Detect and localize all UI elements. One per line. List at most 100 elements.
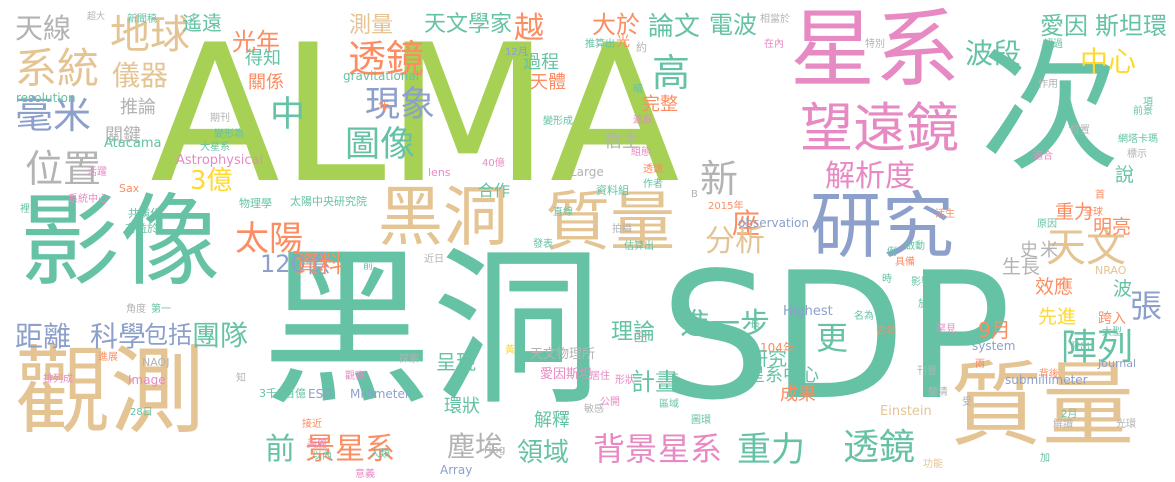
word-cloud-word: ESO — [308, 387, 333, 401]
word-cloud-word: 宿主 — [604, 131, 640, 152]
word-cloud-word: 毫米 — [15, 93, 92, 137]
word-cloud-word: 12月 — [505, 47, 528, 58]
word-cloud-word: 地球 — [110, 12, 190, 58]
word-cloud-word: 2月 — [1061, 409, 1078, 420]
word-cloud-word: 波段 — [965, 37, 1022, 70]
word-cloud-word: 釐清 — [928, 387, 948, 398]
word-cloud-word: 相當於 — [760, 14, 790, 25]
word-cloud-word: 40億 — [482, 158, 505, 169]
word-cloud-word: 變形為 — [214, 129, 244, 140]
word-cloud-word: 研究 — [810, 184, 955, 268]
word-cloud-word: 探索 — [399, 354, 419, 365]
word-cloud-word: submillimeter — [1005, 373, 1088, 387]
word-cloud-word: NRAO — [1095, 264, 1127, 277]
word-cloud-word: 系統中心 — [68, 194, 108, 205]
word-cloud-word: 拍攝 — [612, 224, 632, 235]
word-cloud-word: 排列成 — [43, 374, 73, 385]
word-cloud-word: 近日 — [424, 254, 444, 265]
word-cloud-word: 太陽 — [235, 219, 303, 259]
word-cloud-word: B — [691, 189, 698, 200]
word-cloud-word: 功能 — [923, 459, 943, 470]
word-cloud-word: 隨 — [1060, 109, 1070, 120]
word-cloud-word: 中 — [270, 95, 306, 135]
word-cloud-word: 系統 — [15, 44, 100, 93]
word-cloud-word: resolution — [16, 91, 76, 105]
word-cloud-word: Highest — [783, 304, 833, 319]
word-cloud-word: Atacama — [104, 136, 162, 151]
word-cloud-word: system — [972, 339, 1016, 353]
word-cloud-word: 作者 — [643, 179, 663, 190]
word-cloud-word: 圖像 — [345, 125, 416, 165]
word-cloud-word: 加 — [1040, 453, 1050, 464]
word-cloud-word: 敏感 — [584, 404, 604, 415]
word-cloud-word: SDP — [660, 236, 1012, 439]
word-cloud-word: 天文物理所 — [530, 347, 596, 362]
word-cloud-word: 角度 — [126, 304, 146, 315]
word-cloud-word: 進展 — [98, 352, 118, 363]
word-cloud-word: 罕見 — [936, 324, 956, 335]
word-cloud-word: 中心 — [1080, 45, 1137, 78]
word-cloud-word: 質量 — [545, 185, 676, 260]
word-cloud-word: 星系 — [658, 430, 723, 468]
word-cloud-word: 活躍 — [87, 167, 107, 178]
word-cloud-word: 關係 — [248, 72, 284, 93]
word-cloud-word: 星系中心 — [747, 365, 819, 386]
word-cloud-word: Astrophysical — [176, 153, 264, 168]
word-cloud-word: 位置 — [25, 147, 102, 191]
word-cloud-word: 作用 — [1038, 79, 1058, 90]
word-cloud-word: 三 — [634, 330, 648, 346]
word-cloud-word: 透鏡 — [348, 37, 425, 81]
word-cloud-word: Millimeter — [350, 387, 410, 401]
word-cloud-word: 暗 — [633, 84, 643, 95]
word-cloud-word: 光 — [616, 34, 630, 50]
word-cloud-word: 領域 — [517, 438, 570, 468]
word-cloud-word: 大型 — [1102, 327, 1122, 338]
word-cloud-word: 刊登 — [917, 366, 937, 377]
word-cloud-word: 計畫 — [631, 368, 679, 396]
word-cloud-word: 公開 — [600, 397, 620, 408]
word-cloud-word: 關鍵 — [105, 125, 141, 146]
word-cloud-word: 推算出 — [585, 39, 615, 50]
word-cloud-word: Large — [570, 165, 604, 179]
word-cloud-word: 發出 — [1070, 342, 1090, 353]
word-cloud-word: 解讀 — [1053, 419, 1073, 430]
word-cloud-word: 意義 — [355, 469, 375, 480]
word-cloud-word: 質量 — [950, 352, 1135, 459]
word-cloud-word: Einstein — [880, 404, 932, 419]
word-cloud-word: 越 — [514, 11, 544, 46]
word-cloud-word: 效應 — [1035, 276, 1074, 298]
word-cloud-word: 具備 — [895, 257, 915, 268]
word-cloud-word: 望遠鏡 — [800, 98, 959, 159]
word-cloud-word: 呈現 — [436, 350, 476, 374]
word-cloud-word: 陣列 — [1061, 327, 1134, 368]
word-cloud-word: 更 — [816, 319, 849, 357]
word-cloud-word: 發表 — [533, 239, 553, 250]
word-cloud-word: 去年 — [876, 326, 896, 337]
word-cloud-word: 環狀 — [444, 396, 480, 417]
word-cloud-word: 知 — [236, 373, 246, 384]
word-cloud-word: 先進 — [1038, 306, 1077, 328]
word-cloud-word: 超過 — [1043, 39, 1063, 50]
word-cloud-word: 背景 — [593, 430, 658, 468]
word-cloud-word: 前 — [265, 432, 295, 467]
word-cloud-word: 大星系 — [200, 142, 230, 153]
word-cloud-word: 啟動 — [905, 241, 925, 252]
word-cloud-word: 2015年 — [708, 201, 744, 212]
word-cloud-word: 解釋 — [534, 410, 570, 431]
word-cloud-word: 得知 — [245, 48, 281, 69]
word-cloud-word: 進一步 — [680, 307, 770, 342]
word-cloud-word: Sax — [119, 182, 140, 195]
word-cloud-word: 活生 — [935, 209, 955, 220]
word-cloud-word: 景星系 — [305, 432, 395, 467]
word-cloud-word: 第一 — [151, 304, 171, 315]
word-cloud-word: 約 — [636, 41, 647, 54]
word-cloud-word: 放大 — [918, 299, 938, 310]
word-cloud-word: 分析 — [705, 224, 765, 259]
word-cloud-word: 米 — [1040, 240, 1058, 261]
word-cloud-word: 成果 — [780, 384, 816, 405]
word-cloud-word: 生長 — [1002, 256, 1041, 278]
word-cloud-word: 3千5百億 — [259, 387, 306, 400]
word-cloud-word: lens — [428, 166, 451, 179]
word-cloud-word: 推論 — [120, 97, 156, 118]
